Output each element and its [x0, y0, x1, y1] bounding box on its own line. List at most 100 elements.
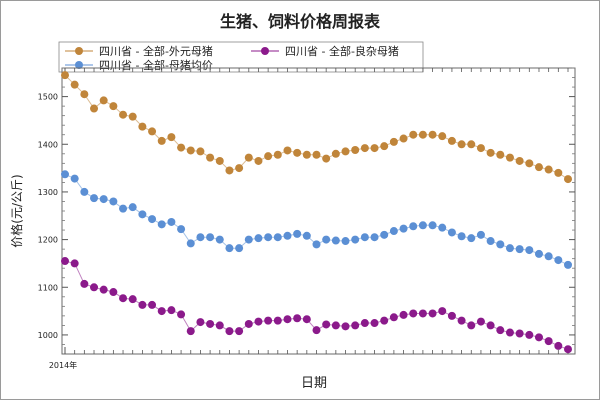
data-point — [157, 220, 166, 229]
data-point — [486, 237, 495, 246]
data-point — [360, 319, 369, 328]
data-point — [128, 112, 137, 121]
data-point — [244, 235, 253, 244]
data-point — [186, 146, 195, 155]
data-point — [351, 235, 360, 244]
data-point — [293, 314, 302, 323]
data-point — [476, 144, 485, 153]
data-point — [418, 221, 427, 230]
x-start-tick-label: 2014年 — [49, 360, 77, 370]
data-point — [525, 159, 534, 168]
data-point — [360, 233, 369, 242]
data-point — [370, 233, 379, 242]
data-point — [138, 122, 147, 131]
data-point — [554, 256, 563, 265]
data-point — [476, 230, 485, 239]
data-point — [447, 311, 456, 320]
data-point — [215, 156, 224, 165]
chart-title: 生猪、饲料价格周报表 — [220, 12, 381, 31]
data-point — [148, 300, 157, 309]
data-point — [486, 321, 495, 330]
data-point — [109, 197, 118, 206]
data-point — [244, 153, 253, 162]
data-point — [225, 327, 234, 336]
data-point — [534, 333, 543, 342]
data-point — [564, 175, 572, 184]
data-point — [186, 239, 195, 248]
data-point — [447, 228, 456, 237]
data-point — [273, 233, 282, 242]
data-point — [167, 133, 176, 142]
data-point — [302, 231, 311, 240]
data-point — [215, 321, 224, 330]
data-point — [505, 328, 514, 337]
data-point — [554, 341, 563, 350]
data-point — [283, 315, 292, 324]
data-point — [119, 204, 128, 213]
data-point — [225, 166, 234, 175]
legend-label: 四川省 - 全部-母猪均价 — [99, 58, 213, 72]
data-point — [196, 147, 205, 156]
data-point — [341, 147, 350, 156]
data-point — [564, 345, 572, 354]
data-point — [148, 215, 157, 224]
data-point — [283, 231, 292, 240]
data-point — [109, 102, 118, 111]
data-point — [331, 149, 340, 158]
series-3 — [61, 170, 572, 269]
data-point — [196, 318, 205, 327]
data-point — [341, 322, 350, 331]
data-point — [322, 320, 331, 329]
data-point — [109, 288, 118, 297]
data-point — [119, 294, 128, 303]
data-point — [544, 252, 553, 261]
data-point — [476, 317, 485, 326]
data-point — [273, 150, 282, 159]
data-point — [206, 319, 215, 328]
data-point — [409, 130, 418, 139]
data-point — [534, 249, 543, 258]
data-point — [167, 306, 176, 315]
data-point — [254, 234, 263, 243]
data-point — [351, 321, 360, 330]
data-point — [177, 225, 186, 234]
data-point — [544, 165, 553, 174]
data-point — [244, 319, 253, 328]
data-point — [148, 127, 157, 136]
data-point — [331, 321, 340, 330]
data-point — [389, 313, 398, 322]
data-point — [389, 137, 398, 146]
series-2 — [61, 257, 572, 354]
data-point — [206, 153, 215, 162]
data-point — [515, 245, 524, 254]
data-point — [70, 174, 79, 183]
data-point — [505, 153, 514, 162]
data-point — [90, 283, 99, 292]
y-tick-label: 1100 — [38, 283, 58, 292]
data-point — [157, 136, 166, 145]
data-point — [525, 330, 534, 339]
y-axis-label: 价格(元/公斤) — [9, 174, 24, 247]
data-point — [496, 150, 505, 159]
data-point — [370, 319, 379, 328]
data-point — [70, 259, 79, 268]
data-point — [360, 144, 369, 153]
data-point — [515, 329, 524, 338]
data-point — [428, 130, 437, 139]
data-point — [264, 316, 273, 325]
data-point — [564, 260, 572, 269]
data-point — [80, 279, 89, 288]
data-point — [399, 134, 408, 143]
data-point — [196, 233, 205, 242]
data-point — [119, 110, 128, 119]
legend-box — [58, 41, 424, 73]
data-point — [235, 327, 244, 336]
data-point — [331, 236, 340, 245]
data-point — [235, 164, 244, 173]
data-point — [505, 244, 514, 253]
legend-item: 四川省 - 全部-外元母猪 — [65, 44, 213, 58]
data-point — [457, 232, 466, 241]
data-point — [525, 246, 534, 255]
data-point — [380, 316, 389, 325]
data-point — [254, 156, 263, 165]
